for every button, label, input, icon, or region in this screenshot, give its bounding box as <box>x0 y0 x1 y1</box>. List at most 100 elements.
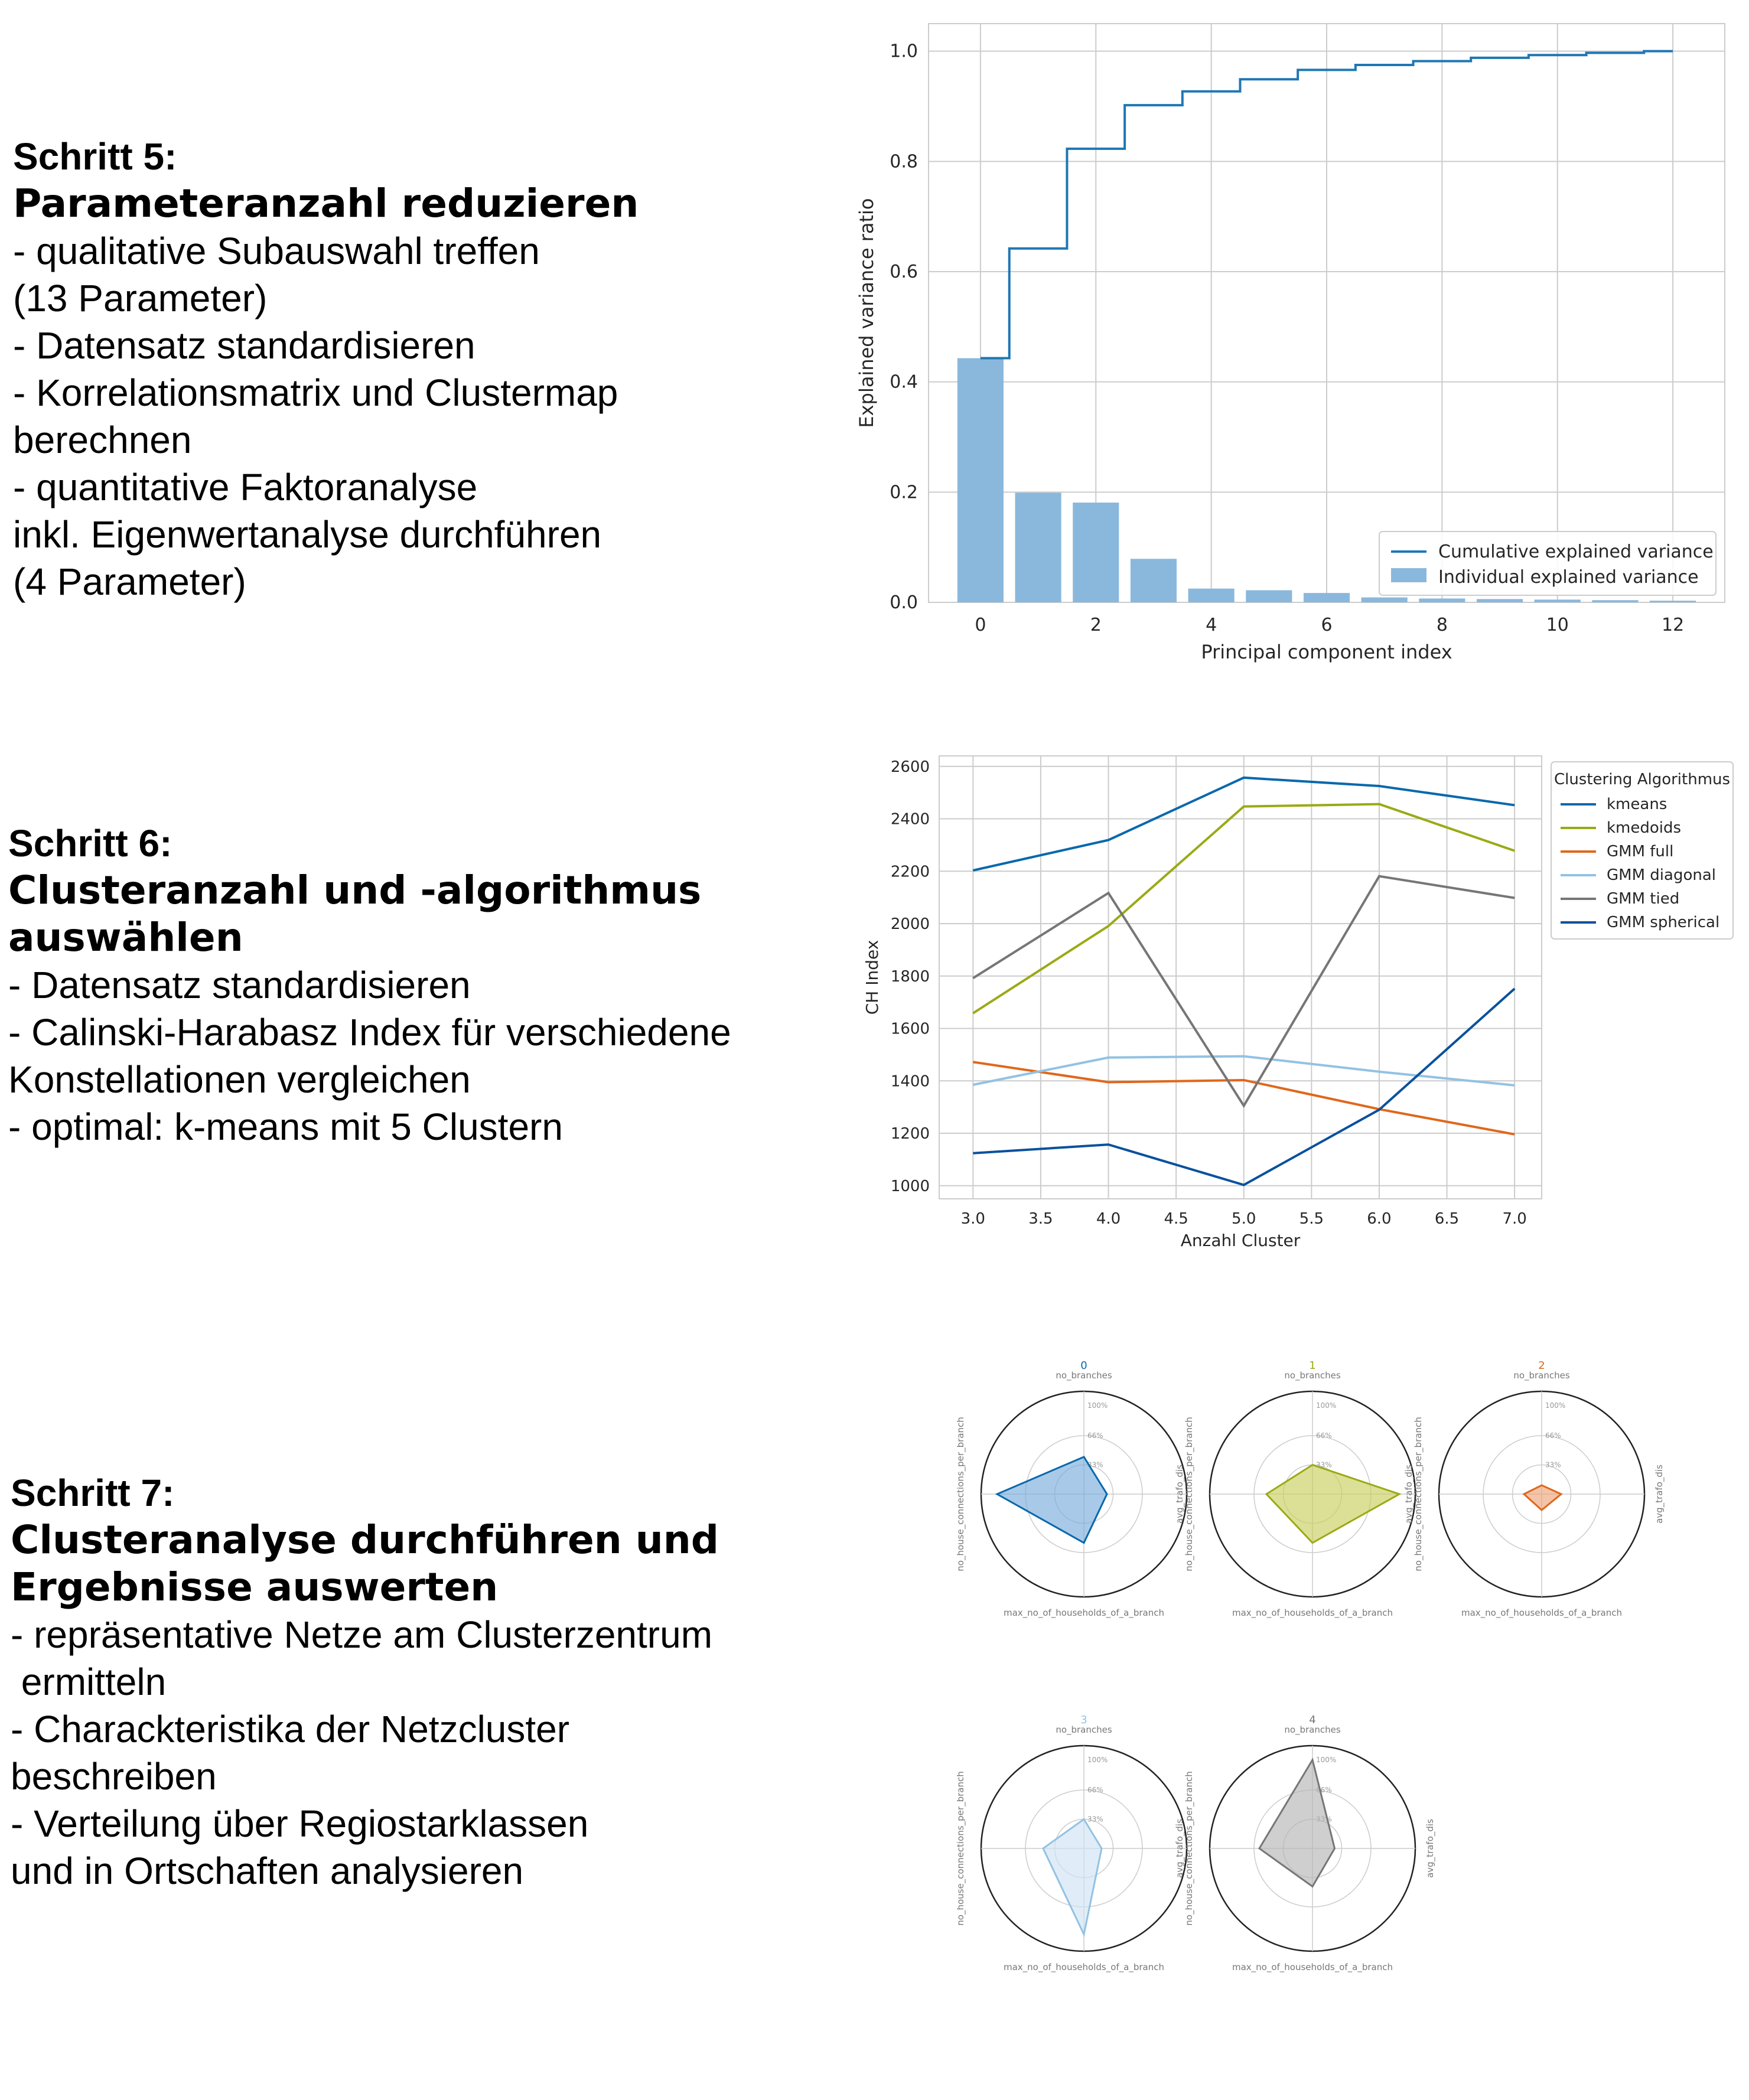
radar-ring-label: 100% <box>1316 1756 1336 1764</box>
step-line: und in Ortschaften analysieren <box>11 1850 524 1892</box>
step-line: - optimal: k-means mit 5 Clustern <box>8 1106 563 1148</box>
variance-bar <box>1188 588 1235 602</box>
variance-bar <box>1476 599 1523 602</box>
series-line-gmm-spherical <box>973 987 1516 1186</box>
step-line: Konstellationen vergleichen <box>8 1058 471 1101</box>
radar-cluster-2: 2 33% 66% 100% no_branches max_no_of_househol… <box>1403 1359 1665 1619</box>
radar-axis-label-bottom: max_no_of_households_of_a_branch <box>1004 1962 1164 1973</box>
y-axis-label: CH Index <box>862 940 882 1015</box>
x-tick-label: 10 <box>1546 615 1569 635</box>
radar-axis-label-top: no_branches <box>1284 1724 1341 1736</box>
variance-bar <box>1534 599 1581 602</box>
x-tick-label: 5.0 <box>1232 1210 1256 1228</box>
step-6: Schritt 6: Clusteranzahl und -algorithmu… <box>8 820 731 1150</box>
x-tick-label: 3.5 <box>1028 1210 1053 1228</box>
radar-axis-label-left: no_house_connections_per_branch <box>957 1771 966 1925</box>
radar-axis-label-top: no_branches <box>1056 1370 1112 1381</box>
y-tick-label: 0.6 <box>890 262 918 282</box>
variance-bar <box>1303 593 1350 602</box>
series-line-kmedoids <box>972 803 1515 1015</box>
radar-ring-label: 33% <box>1545 1461 1561 1469</box>
y-tick-label: 2000 <box>891 915 930 933</box>
radar-title: 0 <box>1080 1359 1087 1372</box>
step-line: - qualitative Subauswahl treffen <box>13 230 540 272</box>
step-6-lines: - Datensatz standardisieren - Calinski-H… <box>8 961 731 1150</box>
variance-bar <box>1361 597 1408 602</box>
radar-cluster-3: 3 33% 66% 100% no_branches max_no_of_househol… <box>957 1714 1188 1973</box>
variance-bar <box>1592 600 1639 602</box>
radar-ring-label: 100% <box>1545 1401 1565 1410</box>
radar-ring-label: 66% <box>1316 1431 1332 1440</box>
variance-bar <box>957 358 1004 602</box>
legend-label: GMM tied <box>1607 890 1679 908</box>
y-tick-label: 1000 <box>891 1178 930 1195</box>
step-line: (13 Parameter) <box>13 277 268 319</box>
radar-cluster-4: 433%66%100%no_branchesmax_no_of_househol… <box>1174 1714 1436 1973</box>
y-tick-label: 0.8 <box>890 151 918 172</box>
x-tick-label: 6 <box>1321 615 1332 635</box>
radar-ring-label: 33% <box>1087 1815 1103 1824</box>
series-line-gmm-diagonal <box>972 1055 1515 1087</box>
radar-ring-label: 66% <box>1087 1431 1103 1440</box>
radar-axis-label-bottom: max_no_of_households_of_a_branch <box>1232 1607 1393 1619</box>
legend-label: Cumulative explained variance <box>1438 542 1714 562</box>
y-tick-label: 1.0 <box>890 41 918 62</box>
step-5: Schritt 5: Parameteranzahl reduzieren - … <box>13 133 639 605</box>
step-line: ermitteln <box>11 1661 167 1703</box>
series-line-kmeans <box>972 776 1515 872</box>
y-tick-label: 0.4 <box>890 372 918 393</box>
y-tick-label: 0.0 <box>890 592 918 613</box>
step-line: - Verteilung über Regiostarklassen <box>11 1802 589 1845</box>
radar-axis-label-top: no_branches <box>1056 1724 1112 1736</box>
x-tick-label: 0 <box>975 615 986 635</box>
y-tick-label: 1800 <box>891 968 930 986</box>
radar-ring-label: 100% <box>1087 1756 1108 1764</box>
pca-variance-chart: 0 2 4 6 8 10 12 0.0 0.2 0.4 0.6 0.8 1.0 Principal com… <box>855 23 1725 663</box>
legend-swatch-individual <box>1391 568 1426 582</box>
radar-cluster-1: 133%66%100%no_branchesmax_no_of_househol… <box>1174 1359 1416 1619</box>
step-7-subtitle: Clusteranalyse durchführen und Ergebniss… <box>11 1517 719 1610</box>
step-line: berechnen <box>13 419 192 461</box>
series-line-gmm-full <box>973 1061 1515 1136</box>
radar-axis-label-left: no_house_connections_per_branch <box>1413 1417 1424 1571</box>
radar-axis-label-left: no_house_connections_per_branch <box>1184 1417 1195 1571</box>
radar-ring-label: 66% <box>1087 1786 1103 1794</box>
radar-ring-label: 33% <box>1087 1461 1103 1469</box>
x-axis-label: Anzahl Cluster <box>1181 1231 1301 1250</box>
y-tick-label: 1200 <box>891 1125 930 1143</box>
radar-ring-label: 66% <box>1545 1431 1561 1440</box>
radar-axis-label-left: avg_trafo_dis <box>1174 1465 1185 1524</box>
radar-axis-label-right: avg_trafo_dis <box>1654 1465 1665 1524</box>
radar-polygon <box>995 1456 1108 1544</box>
step-line: - Calinski-Harabasz Index für verschiede… <box>8 1011 731 1054</box>
radar-axis-label-left: no_house_connections_per_branch <box>957 1417 966 1571</box>
step-line: (4 Parameter) <box>13 560 246 603</box>
step-line: - repräsentative Netze am Clusterzentrum <box>11 1613 712 1656</box>
cluster-radar-charts: 0 33% 66% 100% no_branches max_no_of_househol… <box>957 1359 1665 1973</box>
plot-frame <box>939 755 1542 1199</box>
step-line: - Datensatz standardisieren <box>13 324 475 367</box>
variance-bar <box>1015 493 1061 602</box>
radar-title: 2 <box>1538 1359 1545 1372</box>
step-5-lines: - qualitative Subauswahl treffen (13 Par… <box>13 227 639 605</box>
radar-polygon <box>1265 1463 1402 1544</box>
legend-box <box>1379 531 1717 596</box>
y-tick-label: 1600 <box>891 1020 930 1038</box>
step-6-title: Schritt 6: <box>8 822 172 865</box>
legend-label: kmeans <box>1607 795 1667 813</box>
y-tick-label: 2200 <box>891 863 930 881</box>
x-tick-label: 3.0 <box>961 1210 985 1228</box>
x-tick-label: 8 <box>1437 615 1448 635</box>
step-line: - Charackteristika der Netzcluster <box>11 1708 570 1750</box>
y-axis-label: Explained variance ratio <box>855 198 878 428</box>
radar-axis-label-left: avg_trafo_dis <box>1174 1819 1185 1878</box>
variance-bar <box>1246 590 1292 602</box>
y-tick-label: 2600 <box>891 758 930 776</box>
y-tick-label: 2400 <box>891 811 930 829</box>
variance-bar <box>1419 598 1465 602</box>
step-line: - Datensatz standardisieren <box>8 964 471 1006</box>
radar-title: 4 <box>1309 1714 1315 1726</box>
legend-title: Clustering Algorithmus <box>1554 771 1730 788</box>
x-tick-label: 7.0 <box>1502 1210 1526 1228</box>
step-7: Schritt 7: Clusteranalyse durchführen un… <box>11 1469 719 1894</box>
